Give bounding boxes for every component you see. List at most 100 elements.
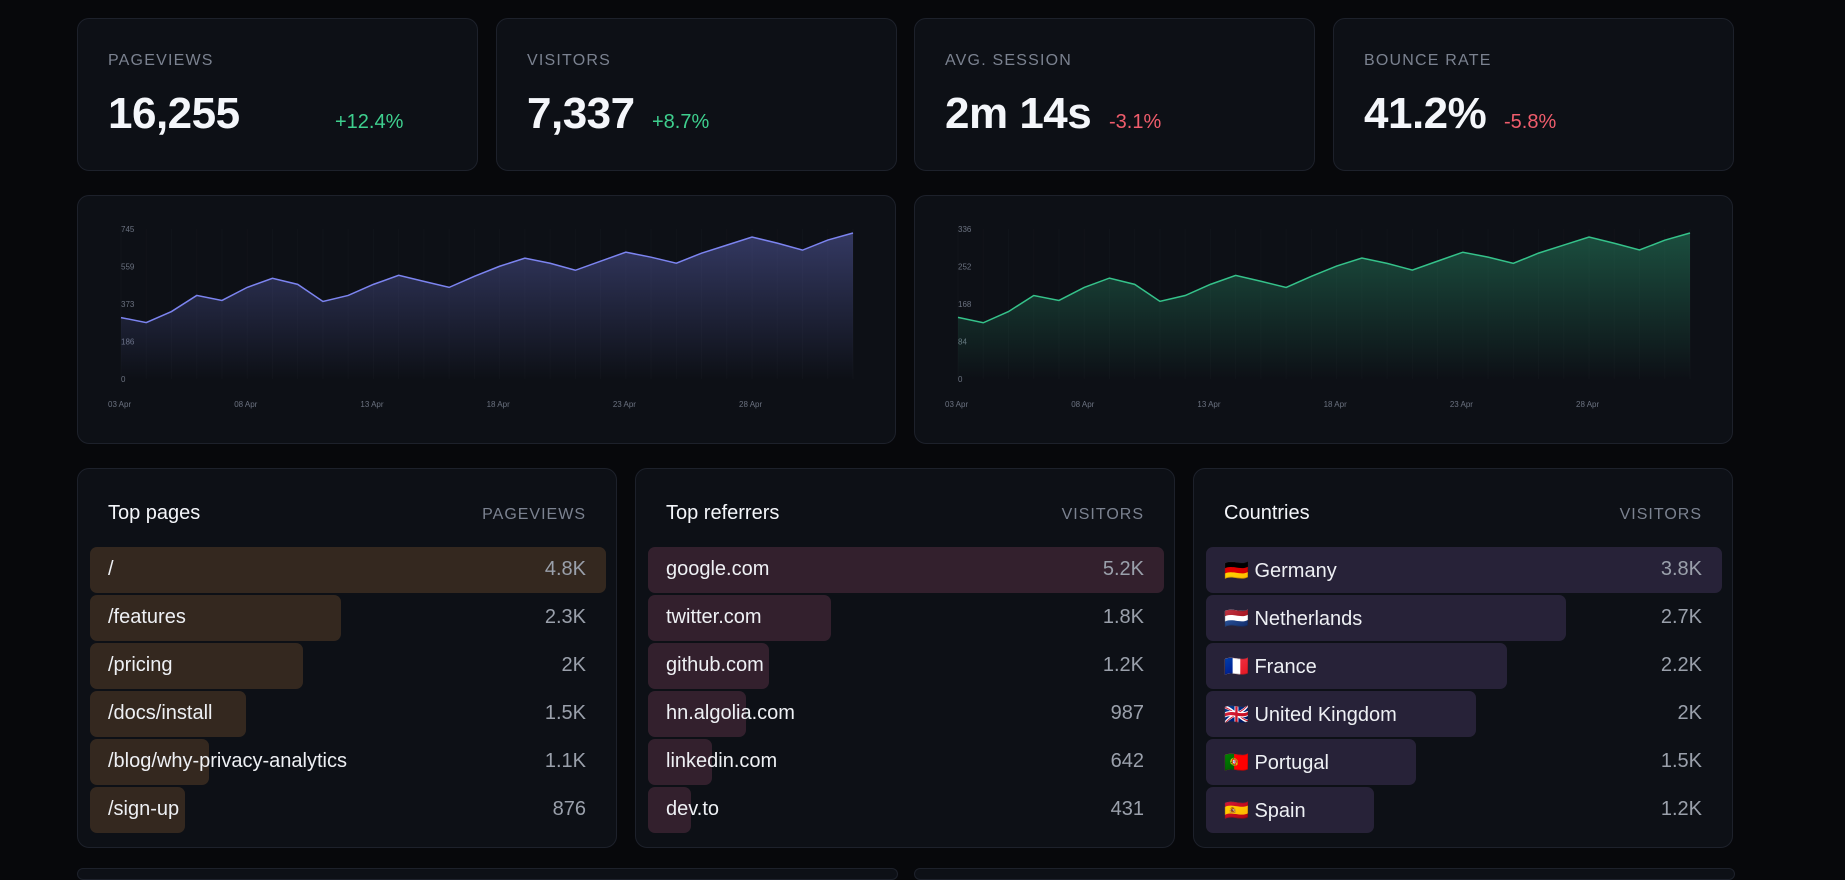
data-point[interactable] <box>1334 263 1340 269</box>
data-point[interactable] <box>269 275 275 281</box>
data-point[interactable] <box>1637 247 1643 253</box>
list-item[interactable]: 🇫🇷 France 2.2K <box>1206 643 1720 689</box>
list-item[interactable]: google.com 5.2K <box>648 547 1164 593</box>
data-point[interactable] <box>421 278 427 284</box>
list-item[interactable]: github.com 1.2K <box>648 643 1162 689</box>
data-point[interactable] <box>598 258 604 264</box>
data-point[interactable] <box>1485 254 1491 260</box>
data-point[interactable] <box>497 263 503 269</box>
data-point[interactable] <box>194 292 200 298</box>
data-point[interactable] <box>295 281 301 287</box>
list-item-label: /docs/install <box>108 702 213 724</box>
data-point[interactable] <box>396 272 402 278</box>
data-point[interactable] <box>1005 309 1011 315</box>
data-point[interactable] <box>1283 284 1289 290</box>
data-point[interactable] <box>749 234 755 240</box>
data-point[interactable] <box>1561 242 1567 248</box>
list-item[interactable]: /docs/install 1.5K <box>90 691 604 737</box>
data-point[interactable] <box>774 240 780 246</box>
list-item-value: 642 <box>1110 750 1144 772</box>
data-point[interactable] <box>1207 281 1213 287</box>
data-point[interactable] <box>623 249 629 255</box>
data-point[interactable] <box>471 273 477 279</box>
x-tick-label: 18 Apr <box>1324 400 1347 409</box>
data-point[interactable] <box>1157 298 1163 304</box>
list-item-label: 🇩🇪 Germany <box>1224 560 1337 582</box>
data-point[interactable] <box>1182 293 1188 299</box>
data-point[interactable] <box>219 297 225 303</box>
list-item[interactable]: / 4.8K <box>90 547 606 593</box>
panel-column-header: VISITORS <box>1619 506 1702 523</box>
top-referrers-panel: Top referrers VISITORS google.com 5.2K twi… <box>635 468 1175 848</box>
data-point[interactable] <box>1409 267 1415 273</box>
data-point[interactable] <box>800 247 806 253</box>
data-point[interactable] <box>1586 234 1592 240</box>
list-item[interactable]: 🇳🇱 Netherlands 2.7K <box>1206 595 1720 641</box>
data-point[interactable] <box>446 284 452 290</box>
list-item-label: dev.to <box>666 798 719 820</box>
data-point[interactable] <box>1384 260 1390 266</box>
data-point[interactable] <box>724 242 730 248</box>
list-item-value: 1.2K <box>1660 798 1702 820</box>
list-item-bar <box>648 739 712 785</box>
data-point[interactable] <box>547 260 553 266</box>
data-point[interactable] <box>825 237 831 243</box>
data-point[interactable] <box>980 320 986 326</box>
data-point[interactable] <box>1687 230 1693 236</box>
data-point[interactable] <box>320 298 326 304</box>
data-point[interactable] <box>1662 237 1668 243</box>
x-tick-label: 13 Apr <box>360 400 383 409</box>
y-tick-label: 252 <box>958 263 972 272</box>
list-item-label: google.com <box>666 558 770 580</box>
list-item[interactable]: 🇬🇧 United Kingdom 2K <box>1206 691 1720 737</box>
list-item[interactable]: /sign-up 876 <box>90 787 604 833</box>
data-point[interactable] <box>699 250 705 256</box>
list-item[interactable]: /pricing 2K <box>90 643 604 689</box>
data-point[interactable] <box>118 315 124 321</box>
data-point[interactable] <box>1435 258 1441 264</box>
x-tick-label: 23 Apr <box>1450 400 1473 409</box>
data-point[interactable] <box>1081 284 1087 290</box>
list-item-label: /blog/why-privacy-analytics <box>108 750 347 772</box>
list-item-bar <box>90 787 185 833</box>
list-item[interactable]: hn.algolia.com 987 <box>648 691 1162 737</box>
list-item-value: 987 <box>1110 702 1144 724</box>
panel-title: Top referrers <box>666 502 780 524</box>
stat-card-visitors: VISITORS 7,337 +8.7% <box>496 18 897 171</box>
data-point[interactable] <box>1106 275 1112 281</box>
data-point[interactable] <box>673 260 679 266</box>
list-item[interactable]: 🇵🇹 Portugal 1.5K <box>1206 739 1720 785</box>
data-point[interactable] <box>572 267 578 273</box>
data-point[interactable] <box>244 284 250 290</box>
data-point[interactable] <box>1258 278 1264 284</box>
data-point[interactable] <box>1132 281 1138 287</box>
list-item[interactable]: twitter.com 1.8K <box>648 595 1162 641</box>
list-item[interactable]: dev.to 431 <box>648 787 1162 833</box>
data-point[interactable] <box>168 309 174 315</box>
list-item-label: linkedin.com <box>666 750 778 772</box>
x-tick-label: 28 Apr <box>1576 400 1599 409</box>
list-item[interactable]: /blog/why-privacy-analytics 1.1K <box>90 739 604 785</box>
data-point[interactable] <box>345 292 351 298</box>
data-point[interactable] <box>1536 250 1542 256</box>
data-point[interactable] <box>522 255 528 261</box>
data-point[interactable] <box>648 254 654 260</box>
data-point[interactable] <box>370 281 376 287</box>
data-point[interactable] <box>143 320 149 326</box>
data-point[interactable] <box>1233 272 1239 278</box>
list-item[interactable]: 🇩🇪 Germany 3.8K <box>1206 547 1722 593</box>
list-item[interactable]: linkedin.com 642 <box>648 739 1162 785</box>
data-point[interactable] <box>955 314 961 320</box>
data-point[interactable] <box>1031 293 1037 299</box>
list-item[interactable]: /features 2.3K <box>90 595 604 641</box>
data-point[interactable] <box>1056 297 1062 303</box>
data-point[interactable] <box>1510 260 1516 266</box>
list-item-value: 2.7K <box>1660 606 1702 628</box>
data-point[interactable] <box>1359 255 1365 261</box>
data-point[interactable] <box>1308 273 1314 279</box>
data-point[interactable] <box>1460 249 1466 255</box>
list-item[interactable]: 🇪🇸 Spain 1.2K <box>1206 787 1720 833</box>
data-point[interactable] <box>1611 240 1617 246</box>
data-point[interactable] <box>850 230 856 236</box>
stat-label: AVG. SESSION <box>945 52 1073 69</box>
